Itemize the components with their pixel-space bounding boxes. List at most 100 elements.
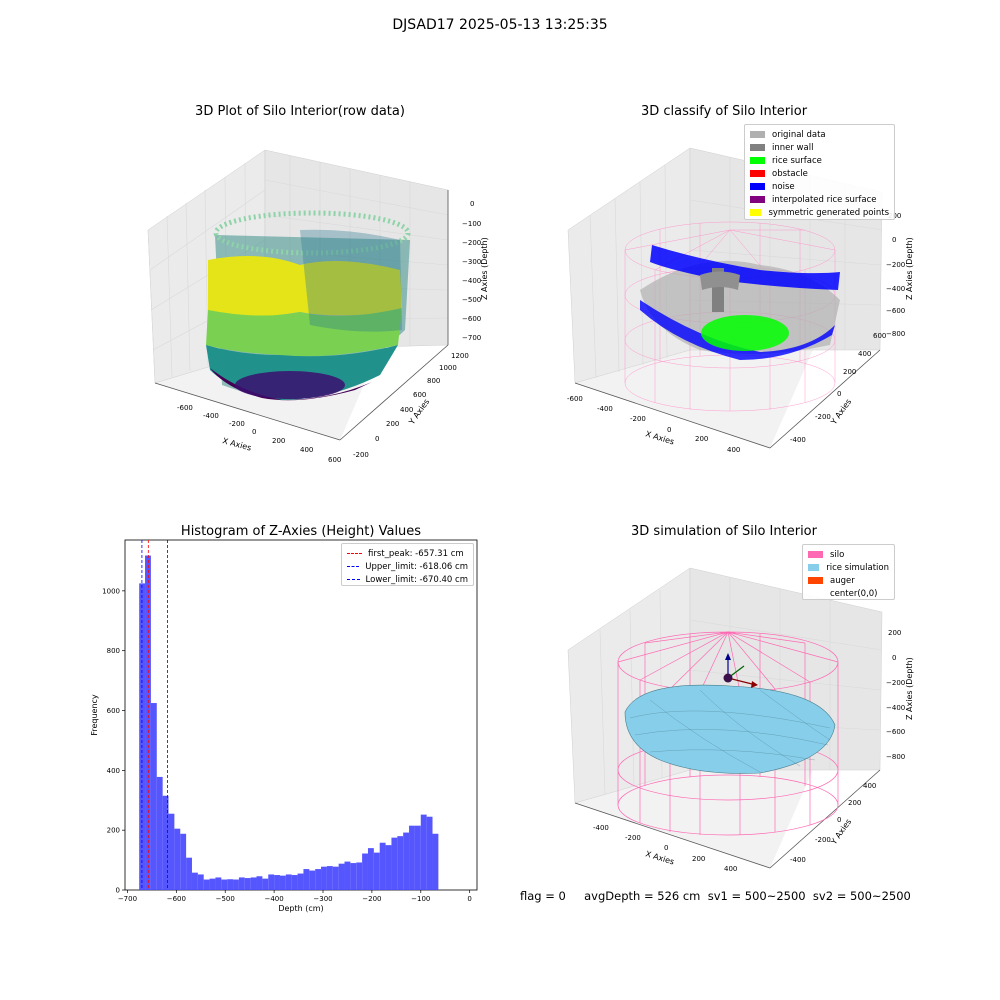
svg-text:-200: -200: [630, 415, 646, 423]
histogram-y-tick-label: 800: [107, 647, 120, 655]
figure-suptitle: DJSAD17 2025-05-13 13:25:35: [392, 17, 608, 33]
histogram-x-tick-label: −700: [118, 895, 137, 903]
simulation-z-ticks: 200 0 −200 −400 −600 −800: [886, 629, 905, 761]
histogram-bar: [315, 869, 322, 890]
classify-legend-entry: noise: [750, 180, 889, 193]
svg-text:-400: -400: [790, 436, 806, 444]
simulation-plot-title: 3D simulation of Silo Interior: [631, 524, 817, 539]
svg-text:-400: -400: [790, 856, 806, 864]
svg-text:200: 200: [692, 855, 705, 863]
svg-text:0: 0: [252, 428, 256, 436]
histogram-bar: [233, 879, 239, 890]
classify-y-ticks: -400 -200 0 200 400 600: [790, 332, 886, 444]
classify-legend: original data inner wall rice surface ob…: [744, 124, 895, 220]
svg-text:0: 0: [837, 390, 841, 398]
histogram-bar: [432, 833, 439, 890]
svg-text:400: 400: [863, 782, 876, 790]
classify-y-label: Y Axies: [829, 397, 854, 427]
svg-text:0: 0: [892, 236, 896, 244]
histogram-x-tick-label: −200: [362, 895, 381, 903]
classify-legend-entry: rice surface: [750, 154, 889, 167]
histogram-bar: [244, 878, 251, 890]
svg-text:0: 0: [470, 200, 474, 208]
histogram-legend-entry: Upper_limit: -618.06 cm: [347, 560, 468, 573]
svg-text:−400: −400: [886, 704, 905, 712]
histogram-legend-entry: first_peak: -657.31 cm: [347, 547, 468, 560]
histogram-bar: [203, 879, 210, 890]
histogram-bar: [367, 848, 374, 890]
histogram-bar: [191, 872, 198, 890]
status-readout: flag = 0 avgDepth = 526 cm sv1 = 500~250…: [520, 889, 911, 903]
raw-z-label: Z Axies (Depth): [480, 237, 489, 300]
histogram-bar: [221, 879, 228, 890]
histogram-title: Histogram of Z-Axies (Height) Values: [180, 524, 422, 539]
svg-text:−700: −700: [462, 334, 481, 342]
histogram-bar: [215, 877, 222, 890]
svg-text:200: 200: [272, 437, 285, 445]
svg-text:-400: -400: [203, 412, 219, 420]
histogram-bar: [156, 776, 163, 890]
histogram-bar: [362, 853, 368, 890]
histogram-x-tick-label: −500: [216, 895, 235, 903]
svg-text:−600: −600: [462, 315, 481, 323]
svg-text:200: 200: [386, 420, 399, 428]
histogram-bar: [250, 877, 257, 890]
svg-text:400: 400: [300, 446, 313, 454]
svg-text:−800: −800: [886, 330, 905, 338]
histogram-bar: [344, 861, 351, 890]
classify-z-ticks: 200 0 −200 −400 −600 −800: [886, 212, 905, 338]
histogram-y-tick-label: 1000: [102, 587, 120, 595]
simulation-x-label: X Axies: [644, 849, 675, 866]
histogram-y-tick-label: 400: [107, 767, 120, 775]
svg-text:800: 800: [427, 377, 440, 385]
raw-x-label: X Axies: [221, 436, 252, 452]
histogram-bar: [373, 852, 380, 890]
svg-text:200: 200: [843, 368, 856, 376]
svg-text:−100: −100: [462, 220, 481, 228]
histogram-legend-entry: Lower_limit: -670.40 cm: [347, 573, 468, 586]
svg-text:−300: −300: [462, 258, 481, 266]
svg-text:-400: -400: [597, 405, 613, 413]
svg-text:0: 0: [667, 426, 671, 434]
svg-text:-600: -600: [567, 395, 583, 403]
classify-legend-entry: inner wall: [750, 141, 889, 154]
svg-text:-400: -400: [593, 824, 609, 832]
histogram-vlines: [141, 540, 168, 890]
svg-text:400: 400: [727, 446, 740, 454]
simulation-rice-surface: [624, 684, 836, 774]
svg-text:−200: −200: [886, 261, 905, 269]
svg-text:-600: -600: [177, 404, 193, 412]
simulation-x-ticks: -400 -200 0 200 400: [593, 824, 737, 873]
histogram-y-tick-label: 200: [107, 827, 120, 835]
histogram-y-tick-label: 0: [116, 887, 120, 895]
histogram-bar: [391, 837, 398, 890]
svg-text:400: 400: [858, 350, 871, 358]
histogram-bar: [326, 866, 333, 890]
svg-text:200: 200: [695, 435, 708, 443]
svg-text:400: 400: [400, 406, 413, 414]
histogram-bar: [379, 842, 386, 890]
svg-text:0: 0: [375, 435, 379, 443]
raw-3d-plot: -600 -400 -200 0 200 400 600 X Axies -20…: [147, 149, 489, 464]
histogram-bar: [150, 703, 157, 890]
histogram-bar: [409, 825, 415, 890]
simulation-auger-marker: [723, 653, 758, 688]
histogram-y-ticks: 0 200 400 600 800 1000: [102, 587, 125, 895]
histogram-bar: [285, 874, 292, 890]
histogram-bar: [162, 795, 169, 890]
simulation-z-label: Z Axies (Depth): [905, 657, 914, 720]
svg-text:1000: 1000: [439, 364, 457, 372]
histogram-x-tick-label: −400: [264, 895, 283, 903]
histogram-x-ticks: −700 −600 −500 −400 −300 −200 −100 0: [118, 890, 472, 903]
histogram-bar: [385, 845, 392, 890]
raw-plot-title: 3D Plot of Silo Interior(row data): [195, 104, 405, 119]
histogram-bar: [309, 870, 316, 890]
simulation-3d-plot: -400 -200 0 200 400 X Axies -400 -200 0 …: [567, 567, 914, 873]
svg-text:1200: 1200: [451, 352, 469, 360]
raw-y-ticks: -200 0 200 400 600 800 1000 1200: [353, 352, 469, 459]
histogram-bar: [262, 878, 269, 890]
svg-text:-200: -200: [815, 836, 831, 844]
histogram-bar: [174, 828, 181, 890]
svg-text:0: 0: [837, 816, 841, 824]
histogram-bar: [256, 876, 263, 890]
